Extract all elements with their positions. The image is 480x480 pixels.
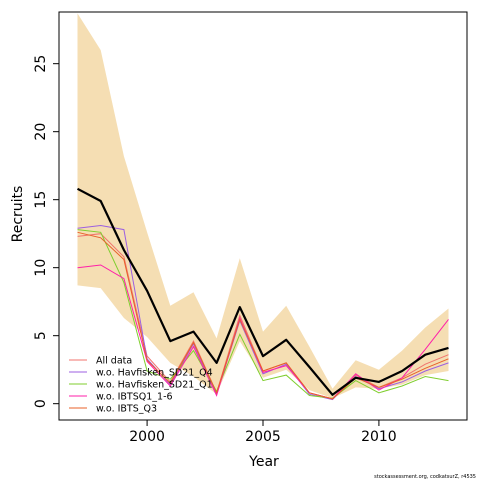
- series-line-4: [77, 264, 449, 400]
- confidence-band-layer: [77, 13, 449, 399]
- series-line-3: [77, 229, 449, 399]
- series-line-5: [77, 231, 449, 400]
- y-tick-label: 10: [33, 259, 49, 277]
- footer-credit: stockassessment.org, codkatsurZ, r4535: [374, 474, 476, 480]
- y-tick-label: 5: [33, 331, 49, 340]
- y-tick-label: 25: [33, 55, 49, 73]
- confidence-band: [77, 13, 449, 399]
- x-axis-title: Year: [248, 454, 279, 470]
- x-tick-label: 2010: [361, 429, 397, 445]
- legend-label: All data: [96, 356, 132, 367]
- x-tick-label: 2000: [129, 429, 165, 445]
- x-tick-label: 2005: [245, 429, 281, 445]
- y-axis-title: Recruits: [10, 186, 26, 243]
- y-tick-label: 15: [33, 191, 49, 209]
- main-estimate-line: [76, 187, 449, 396]
- legend-label: w.o. IBTSQ1_1-6: [96, 392, 173, 403]
- x-axis: 2000 2005 2010: [129, 420, 397, 445]
- y-tick-label: 0: [33, 399, 49, 408]
- main-estimate-layer: [76, 187, 449, 396]
- legend-label: w.o. Havfisken_SD21_Q1: [96, 380, 213, 391]
- y-axis: 0 5 10 15 20 25: [33, 55, 59, 408]
- y-tick-label: 20: [33, 123, 49, 141]
- legend-label: w.o. Havfisken_SD21_Q4: [96, 368, 213, 379]
- legend-label: w.o. IBTS_Q3: [96, 404, 157, 415]
- series-lines-layer: [77, 224, 449, 401]
